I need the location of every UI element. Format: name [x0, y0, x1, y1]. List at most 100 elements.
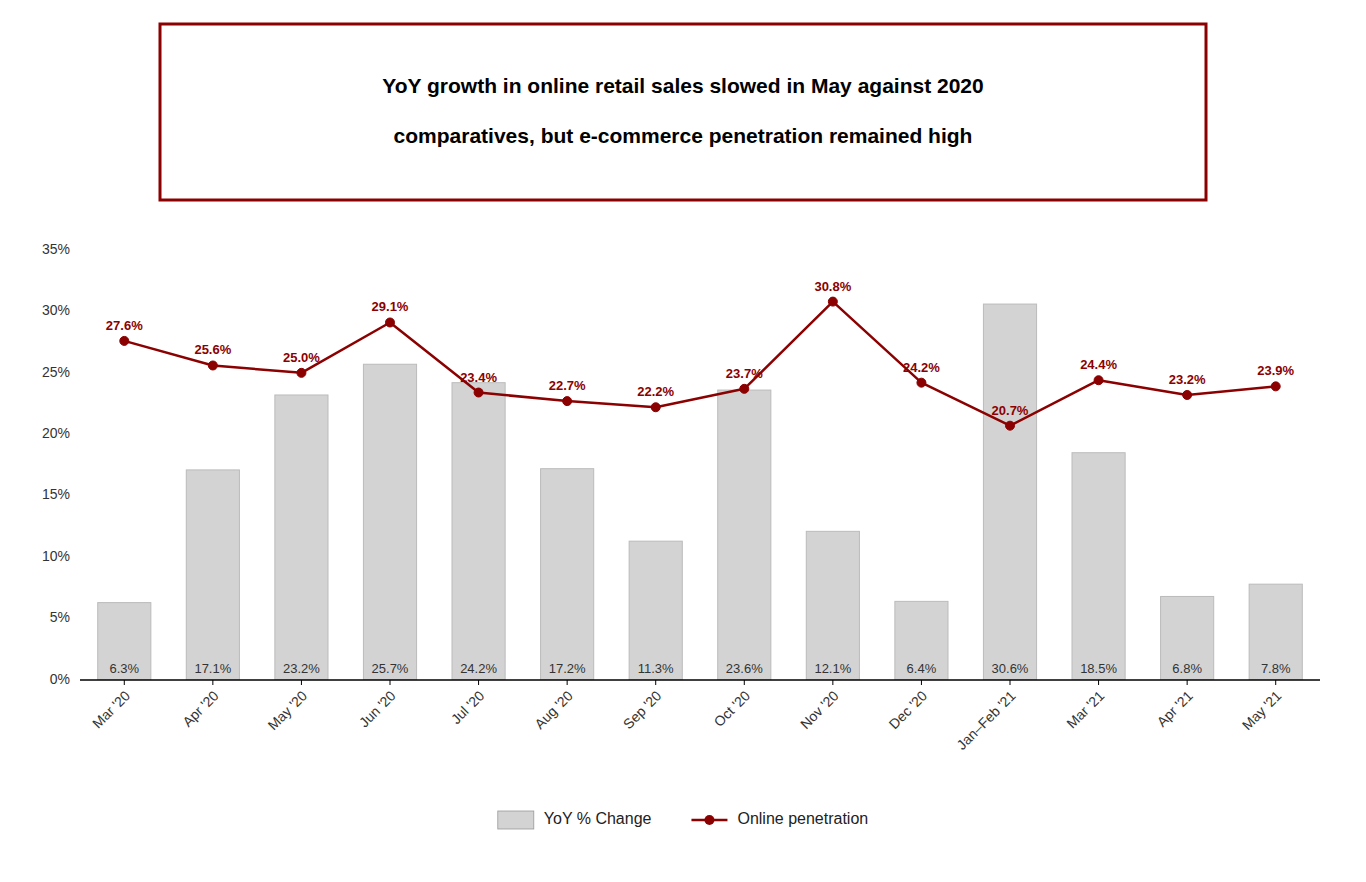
line-label: 27.6%: [106, 318, 143, 333]
bar-label: 17.1%: [194, 661, 231, 676]
line-label: 20.7%: [992, 403, 1029, 418]
x-tick-label: Mar '21: [1063, 687, 1107, 731]
x-tick: [921, 680, 922, 685]
line-label: 23.4%: [460, 370, 497, 385]
x-axis: Mar '20Apr '20May '20Jun '20Jul '20Aug '…: [80, 680, 1320, 753]
x-tick-label: Nov '20: [797, 687, 842, 732]
x-tick: [832, 680, 833, 685]
x-tick-label: Jul '20: [448, 687, 488, 727]
bar-label: 6.4%: [907, 661, 937, 676]
x-tick-label: Apr '20: [179, 687, 222, 730]
line-label: 30.8%: [814, 279, 851, 294]
x-tick: [301, 680, 302, 685]
line-marker: [1183, 390, 1192, 399]
bar-label: 23.2%: [283, 661, 320, 676]
line-label: 23.9%: [1257, 363, 1294, 378]
bar: [452, 383, 505, 680]
line-label: 25.6%: [194, 342, 231, 357]
line-marker: [917, 378, 926, 387]
x-tick-label: May '20: [264, 687, 310, 733]
data-labels: 6.3%17.1%23.2%25.7%24.2%17.2%11.3%23.6%1…: [106, 279, 1295, 676]
bar: [895, 601, 948, 680]
plot-marks: [98, 297, 1303, 680]
title-box: [160, 24, 1206, 200]
x-tick: [124, 680, 125, 685]
x-tick: [655, 680, 656, 685]
y-tick-label: 20%: [42, 425, 70, 441]
x-axis-line: [80, 679, 1320, 681]
line-label: 22.7%: [549, 378, 586, 393]
bar-label: 12.1%: [814, 661, 851, 676]
bar-label: 23.6%: [726, 661, 763, 676]
x-tick: [567, 680, 568, 685]
bar: [275, 395, 328, 680]
bar-label: 11.3%: [638, 661, 674, 676]
x-tick: [1275, 680, 1276, 685]
title: YoY growth in online retail sales slowed…: [382, 74, 983, 147]
y-tick-label: 10%: [42, 548, 70, 564]
line-marker: [740, 384, 749, 393]
x-tick-label: Dec '20: [886, 687, 931, 732]
x-tick-label: Sep '20: [620, 687, 665, 732]
bar-label: 17.2%: [549, 661, 586, 676]
line-marker: [386, 318, 395, 327]
line-marker: [651, 403, 660, 412]
bar: [806, 531, 859, 680]
line-marker: [1006, 421, 1015, 430]
line-label: 24.4%: [1080, 357, 1117, 372]
legend-label: Online penetration: [737, 810, 868, 827]
line-marker: [297, 368, 306, 377]
legend-swatch: [498, 811, 534, 829]
bar: [1072, 453, 1125, 680]
line-label: 23.7%: [726, 366, 763, 381]
bar-label: 24.2%: [460, 661, 497, 676]
x-tick-label: Oct '20: [711, 687, 754, 730]
x-tick: [390, 680, 391, 685]
bar-label: 30.6%: [992, 661, 1029, 676]
line-label: 22.2%: [637, 384, 674, 399]
bar: [1249, 584, 1302, 680]
y-tick-label: 0%: [50, 671, 70, 687]
line-marker: [120, 336, 129, 345]
x-tick: [1010, 680, 1011, 685]
y-axis: 0%5%10%15%20%25%30%35%: [42, 241, 70, 687]
line-marker: [563, 397, 572, 406]
y-tick-label: 15%: [42, 486, 70, 502]
bar: [186, 470, 239, 680]
x-tick-label: May '21: [1239, 687, 1285, 733]
line-label: 24.2%: [903, 360, 940, 375]
y-tick-label: 25%: [42, 364, 70, 380]
bar: [541, 469, 594, 680]
x-tick-label: Aug '20: [531, 687, 576, 732]
x-tick-label: Jun '20: [356, 687, 399, 730]
line-marker: [1271, 382, 1280, 391]
line-marker: [474, 388, 483, 397]
title-line: YoY growth in online retail sales slowed…: [382, 74, 983, 97]
bar: [718, 390, 771, 680]
line-label: 25.0%: [283, 350, 320, 365]
line-marker: [208, 361, 217, 370]
bar-label: 18.5%: [1080, 661, 1117, 676]
x-tick: [1098, 680, 1099, 685]
line-marker: [1094, 376, 1103, 385]
legend: YoY % Change Online penetration: [498, 810, 868, 829]
bar: [1161, 596, 1214, 680]
chart-container: YoY growth in online retail sales slowed…: [0, 0, 1366, 882]
x-tick: [1187, 680, 1188, 685]
line: [124, 302, 1275, 426]
y-tick-label: 30%: [42, 302, 70, 318]
bar: [629, 541, 682, 680]
line-label: 23.2%: [1169, 372, 1206, 387]
line-marker: [828, 297, 837, 306]
y-tick-label: 35%: [42, 241, 70, 257]
x-tick-label: Jan–Feb '21: [953, 687, 1019, 753]
bar-label: 6.3%: [109, 661, 139, 676]
title-line: comparatives, but e-commerce penetration…: [394, 124, 973, 147]
bar: [363, 364, 416, 680]
legend-label: YoY % Change: [544, 810, 652, 827]
bar: [98, 603, 151, 680]
x-tick-label: Apr '21: [1154, 687, 1197, 730]
bar-label: 6.8%: [1172, 661, 1202, 676]
x-tick: [212, 680, 213, 685]
x-tick: [744, 680, 745, 685]
